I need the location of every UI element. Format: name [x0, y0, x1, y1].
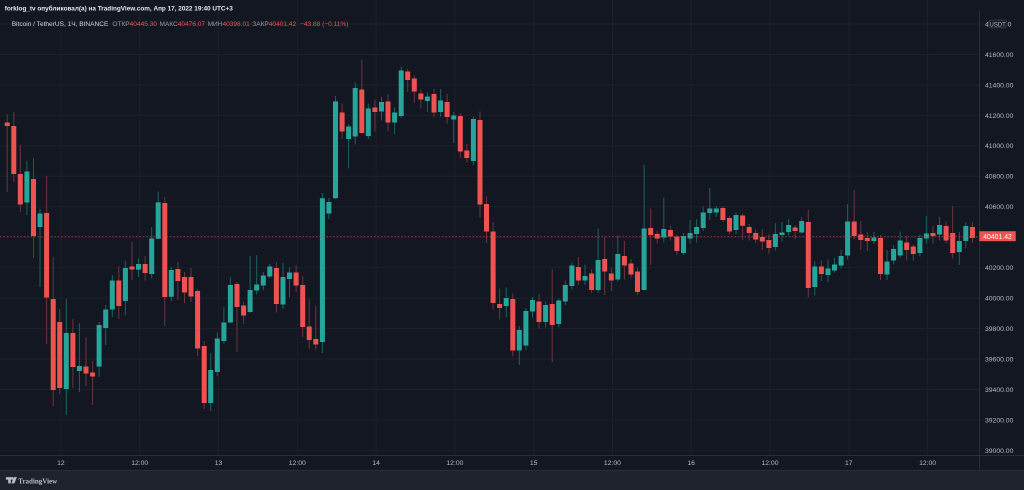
- svg-text:40200.00: 40200.00: [985, 265, 1014, 272]
- svg-text:15: 15: [530, 460, 538, 467]
- svg-text:39400.00: 39400.00: [985, 387, 1014, 394]
- svg-text:14: 14: [372, 460, 380, 467]
- svg-text:12:00: 12:00: [919, 460, 936, 467]
- svg-text:12:00: 12:00: [446, 460, 463, 467]
- svg-text:TradingView: TradingView: [18, 478, 58, 486]
- svg-text:17: 17: [845, 460, 853, 467]
- svg-text:Bitcoin / TetherUS, 1Ч, BINANC: Bitcoin / TetherUS, 1Ч, BINANCE ОТКР40445…: [12, 21, 349, 28]
- svg-text:USDT: USDT: [990, 22, 1007, 28]
- svg-text:13: 13: [215, 460, 223, 467]
- svg-text:40000.00: 40000.00: [985, 296, 1014, 303]
- svg-text:40600.00: 40600.00: [985, 204, 1014, 211]
- svg-text:41600.00: 41600.00: [985, 52, 1014, 59]
- svg-text:41400.00: 41400.00: [985, 82, 1014, 89]
- svg-text:12: 12: [57, 460, 65, 467]
- svg-text:forklog_tv опубликовал(а) на T: forklog_tv опубликовал(а) на TradingView…: [5, 5, 234, 13]
- svg-text:16: 16: [687, 460, 695, 467]
- svg-text:39200.00: 39200.00: [985, 417, 1014, 424]
- svg-text:12:00: 12:00: [604, 460, 621, 467]
- svg-text:12:00: 12:00: [131, 460, 148, 467]
- svg-text:39000.00: 39000.00: [985, 448, 1014, 455]
- svg-text:12:00: 12:00: [761, 460, 778, 467]
- svg-text:0: 0: [1008, 21, 1012, 28]
- svg-text:4: 4: [985, 21, 989, 28]
- svg-text:41200.00: 41200.00: [985, 113, 1014, 120]
- svg-text:39800.00: 39800.00: [985, 326, 1014, 333]
- svg-text:40800.00: 40800.00: [985, 174, 1014, 181]
- svg-text:40401.42: 40401.42: [983, 234, 1012, 241]
- svg-text:41000.00: 41000.00: [985, 143, 1014, 150]
- svg-text:39600.00: 39600.00: [985, 356, 1014, 363]
- svg-text:12:00: 12:00: [289, 460, 306, 467]
